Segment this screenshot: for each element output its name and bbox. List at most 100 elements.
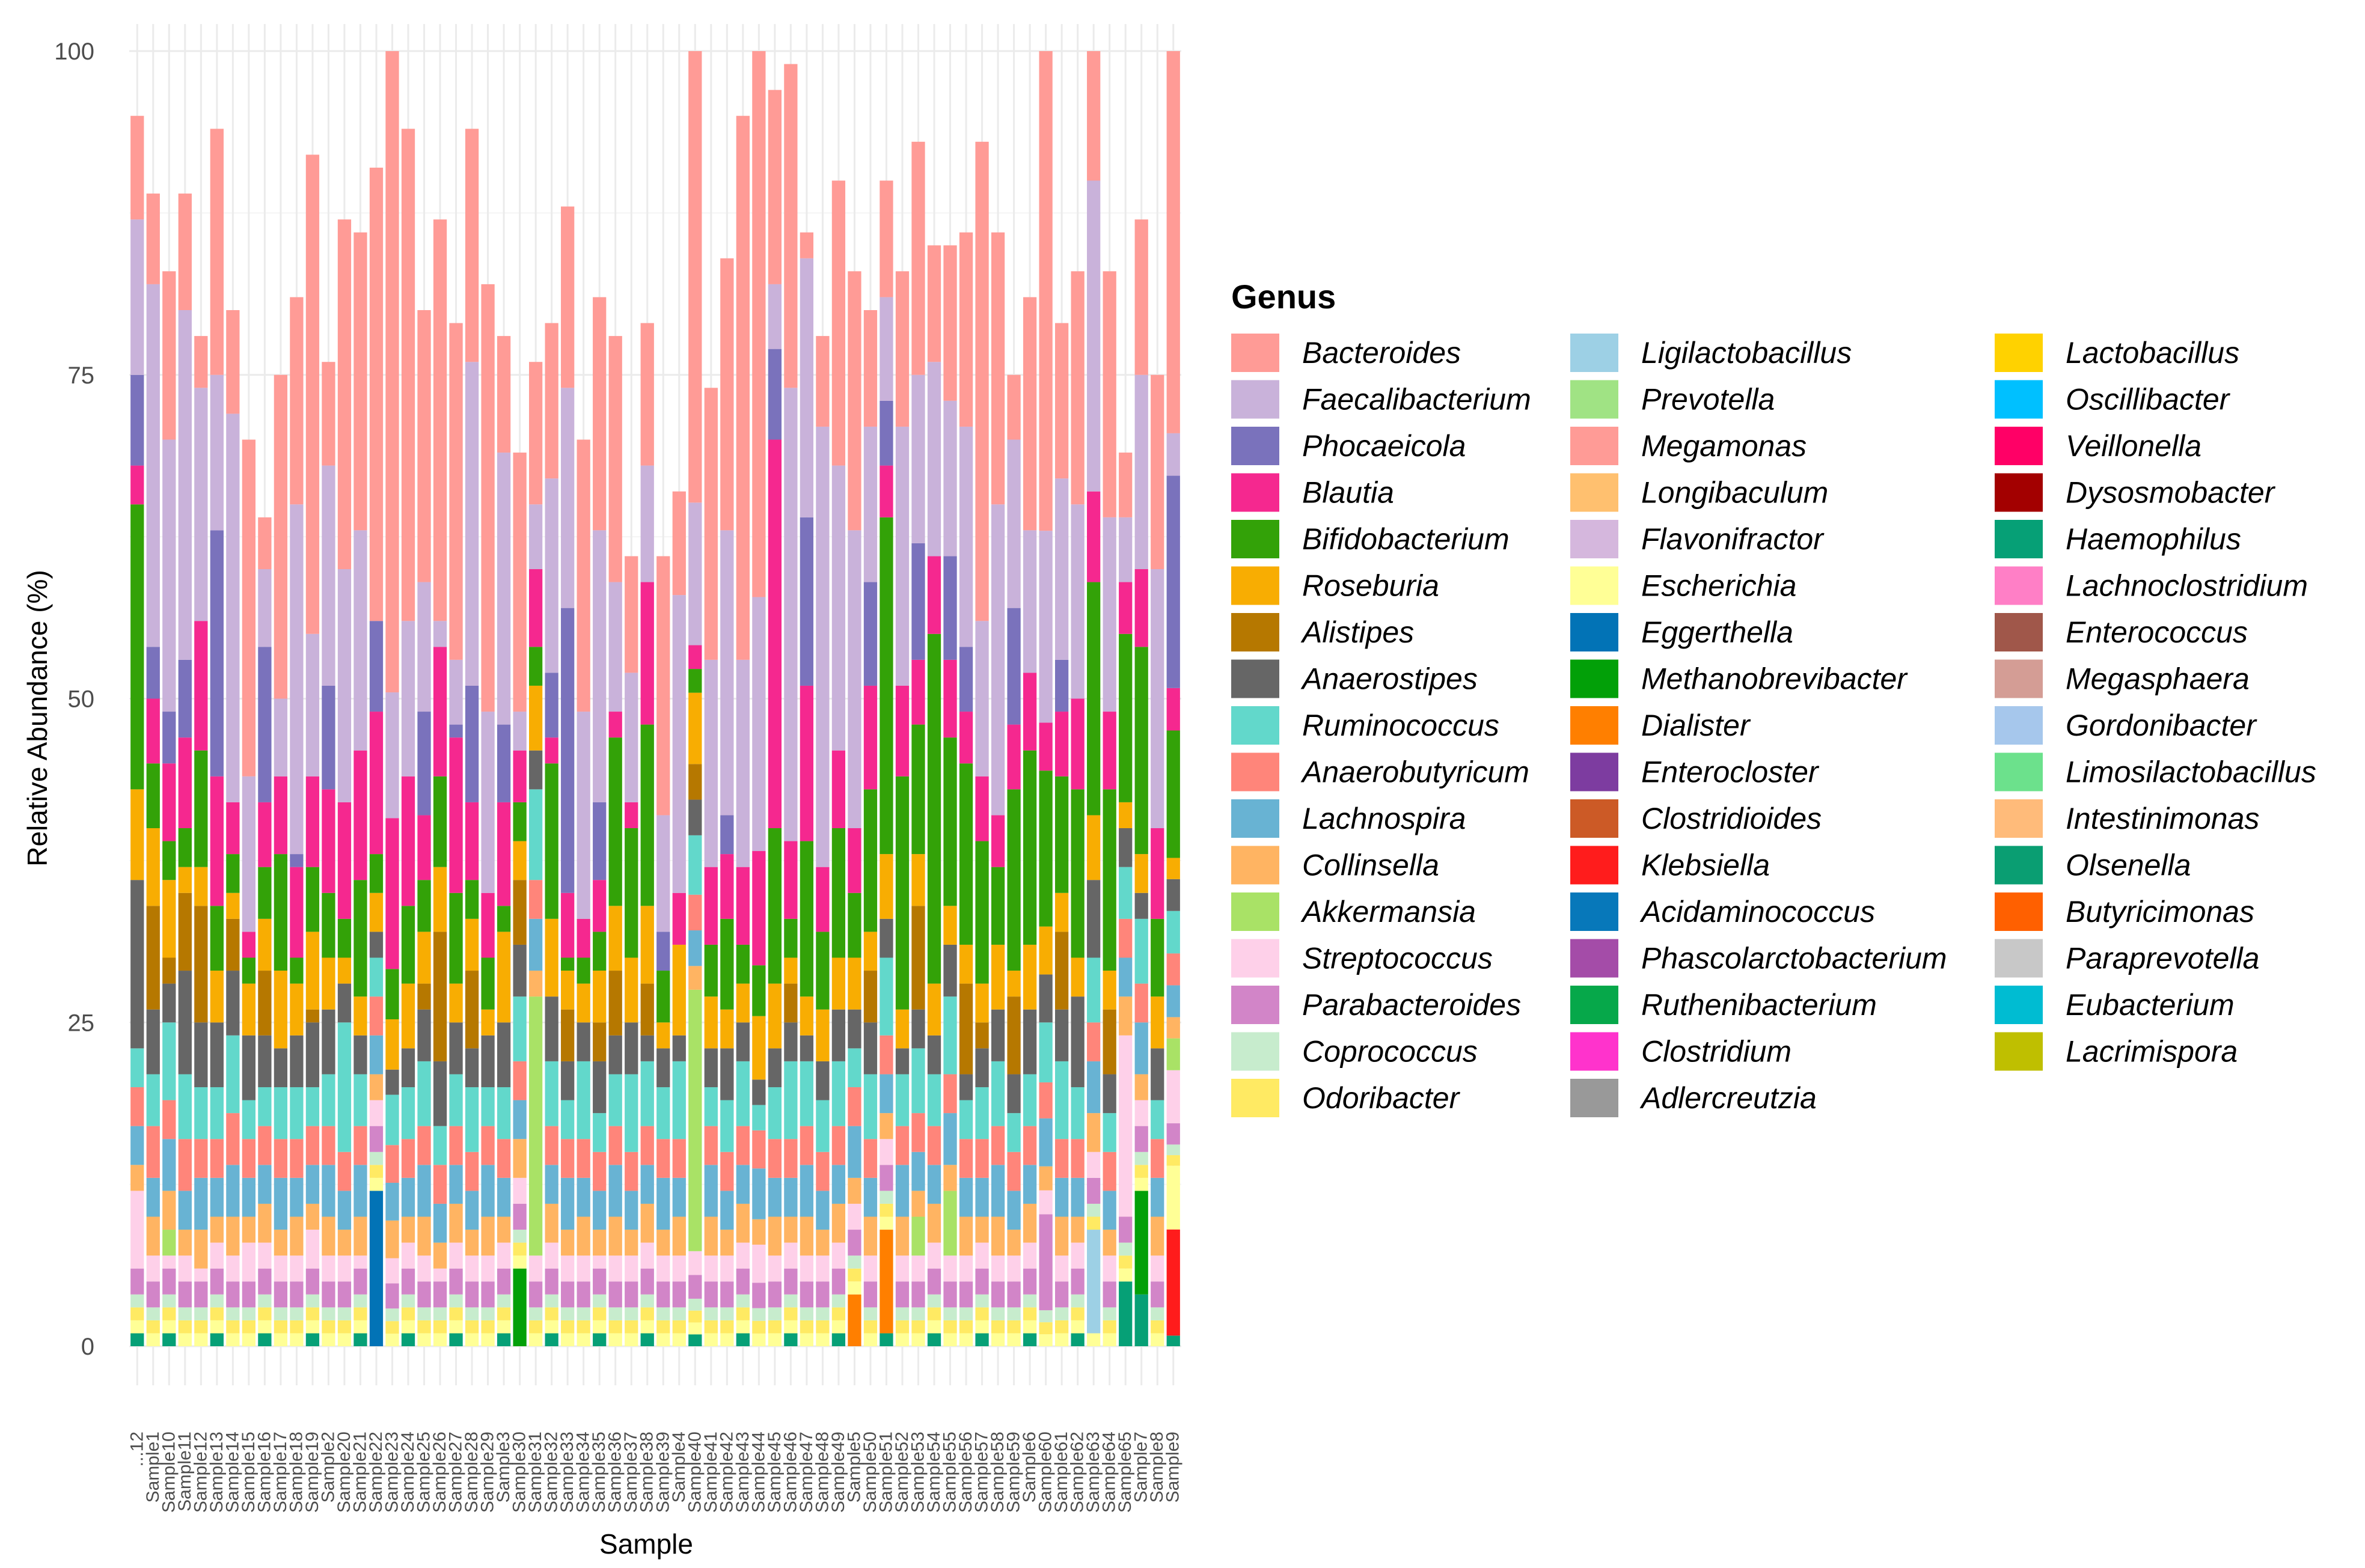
bar-segment-streptococcus xyxy=(322,1255,335,1282)
bar-segment-collinsella xyxy=(880,1113,893,1139)
bar-segment-faecalibacterium xyxy=(162,439,176,712)
bar-segment-streptococcus xyxy=(162,1255,176,1269)
bar-segment-collinsella xyxy=(305,1203,320,1230)
bar-segment-roseburia xyxy=(625,957,638,1023)
bar-segment-odoribacter xyxy=(672,1320,686,1334)
bar-segment-lachnospira xyxy=(831,1165,846,1204)
bar-segment-ruminococcus xyxy=(1039,1022,1053,1083)
bar-segment-bacteroides xyxy=(513,453,527,712)
bar-segment-escherichia xyxy=(672,1333,686,1346)
bar-segment-odoribacter xyxy=(290,1320,304,1334)
bar-segment-anaerobutyricum xyxy=(1023,1126,1037,1165)
legend-key xyxy=(1995,752,2043,792)
bar-segment-parabacteroides xyxy=(1166,1123,1180,1145)
bar-segment-anaerostipes xyxy=(513,944,527,997)
bar-segment-blautia xyxy=(465,802,479,880)
bar-segment-faecalibacterium xyxy=(640,465,654,582)
bar-segment-bifidobacterium xyxy=(401,906,415,984)
bar-segment-escherichia xyxy=(927,1320,941,1334)
legend-label: Parabacteroides xyxy=(1302,988,1521,1022)
bar-segment-odoribacter xyxy=(449,1307,463,1320)
bar-segment-anaerostipes xyxy=(720,1048,734,1100)
bar-segment-roseburia xyxy=(1119,802,1133,828)
bar-segment-collinsella xyxy=(927,1203,941,1243)
bar-segment-bacteroides xyxy=(704,388,718,660)
x-tick-label: Sample65 xyxy=(1115,1432,1135,1513)
x-tick-label: Sample23 xyxy=(382,1432,402,1513)
bar-segment-faecalibacterium xyxy=(656,815,670,932)
bar-segment-bifidobacterium xyxy=(577,957,590,984)
legend-label: Dysosmobacter xyxy=(2066,476,2276,510)
bar-segment-blautia xyxy=(449,737,463,893)
bar-segment-faecalibacterium xyxy=(401,621,415,776)
bar-segment-streptococcus xyxy=(210,1242,224,1269)
legend-key xyxy=(1570,706,1618,745)
bar-segment-coprococcus xyxy=(736,1294,750,1308)
bar-segment-roseburia xyxy=(608,906,622,971)
bar-segment-collinsella xyxy=(816,1230,830,1256)
bar-segment-bacteroides xyxy=(417,310,431,582)
bar-segment-bacteroides xyxy=(608,336,622,582)
bar-segment-blautia xyxy=(688,645,702,670)
bar-segment-parabacteroides xyxy=(322,1281,335,1308)
bar-segment-anaerobutyricum xyxy=(577,1139,590,1178)
bar-segment-lachnospira xyxy=(736,1165,750,1204)
legend-label: Bifidobacterium xyxy=(1302,522,1510,556)
bar-segment-streptococcus xyxy=(178,1255,192,1282)
bar-segment-blautia xyxy=(911,659,925,725)
bar-segment-lachnospira xyxy=(226,1165,240,1217)
bar-segment-anaerobutyricum xyxy=(545,1126,558,1165)
bar-segment-bacteroides xyxy=(736,115,750,660)
bar-segment-anaerostipes xyxy=(640,1035,654,1061)
bar-segment-ruminococcus xyxy=(274,1087,288,1139)
bar-segment-streptococcus xyxy=(1087,1152,1101,1178)
bar-segment-parabacteroides xyxy=(545,1268,558,1295)
bar-segment-faecalibacterium xyxy=(433,621,447,647)
legend-label: Ruminococcus xyxy=(1302,709,1499,742)
bar-segment-escherichia xyxy=(1103,1333,1116,1346)
bar-segment-lachnospira xyxy=(481,1165,495,1217)
bar-segment-faecalibacterium xyxy=(1166,433,1180,476)
bar-segment-anaerobutyricum xyxy=(863,1139,878,1178)
bar-segment-anaerostipes xyxy=(545,996,558,1061)
bar-segment-faecalibacterium xyxy=(688,502,702,645)
bar-segment-odoribacter xyxy=(927,1307,941,1320)
x-tick-label: Sample25 xyxy=(414,1432,434,1513)
bar-segment-escherichia xyxy=(911,1333,925,1346)
bar-segment-parabacteroides xyxy=(704,1281,718,1308)
bar-segment-odoribacter xyxy=(1119,1255,1133,1269)
bar-segment-phocaeicola xyxy=(322,685,335,790)
bar-segment-escherichia xyxy=(545,1320,558,1334)
bar-segment-roseburia xyxy=(1055,892,1069,932)
bar-segment-blautia xyxy=(178,737,192,828)
x-tick-label: Sample13 xyxy=(207,1432,227,1513)
bar-segment-bifidobacterium xyxy=(768,828,782,984)
bar-segment-phocaeicola xyxy=(178,659,192,738)
bar-segment-blautia xyxy=(353,750,367,880)
bar-segment-coprococcus xyxy=(130,1294,144,1308)
bar-segment-parabacteroides xyxy=(577,1281,590,1308)
bar-segment-odoribacter xyxy=(863,1320,878,1334)
bar-segment-bacteroides xyxy=(497,336,511,453)
bar-segment-parabacteroides xyxy=(1119,1216,1133,1243)
bar-segment-ruminococcus xyxy=(465,1087,479,1152)
bar-segment-anaerostipes xyxy=(497,1022,511,1087)
y-tick-label: 75 xyxy=(68,362,95,389)
bar-segment-anaerobutyricum xyxy=(481,1126,495,1165)
bar-segment-bifidobacterium xyxy=(752,965,766,1016)
bar-segment-blautia xyxy=(290,867,304,958)
bar-segment-parabacteroides xyxy=(417,1281,431,1308)
bar-segment-coprococcus xyxy=(895,1307,910,1320)
bar-segment-bifidobacterium xyxy=(210,906,224,971)
bar-segment-odoribacter xyxy=(385,1321,399,1334)
bar-segment-ruminococcus xyxy=(322,1074,335,1126)
bar-segment-streptococcus xyxy=(1023,1242,1037,1269)
bar-segment-faecalibacterium xyxy=(816,426,830,867)
bar-segment-haemophilus xyxy=(640,1333,654,1346)
bar-segment-anaerobutyricum xyxy=(927,1126,941,1165)
bar-segment-phocaeicola xyxy=(863,582,878,686)
bar-segment-faecalibacterium xyxy=(529,504,543,569)
bar-segment-faecalibacterium xyxy=(465,362,479,686)
bar-segment-ruminococcus xyxy=(1071,1087,1085,1139)
bar-segment-haemophilus xyxy=(497,1333,511,1346)
